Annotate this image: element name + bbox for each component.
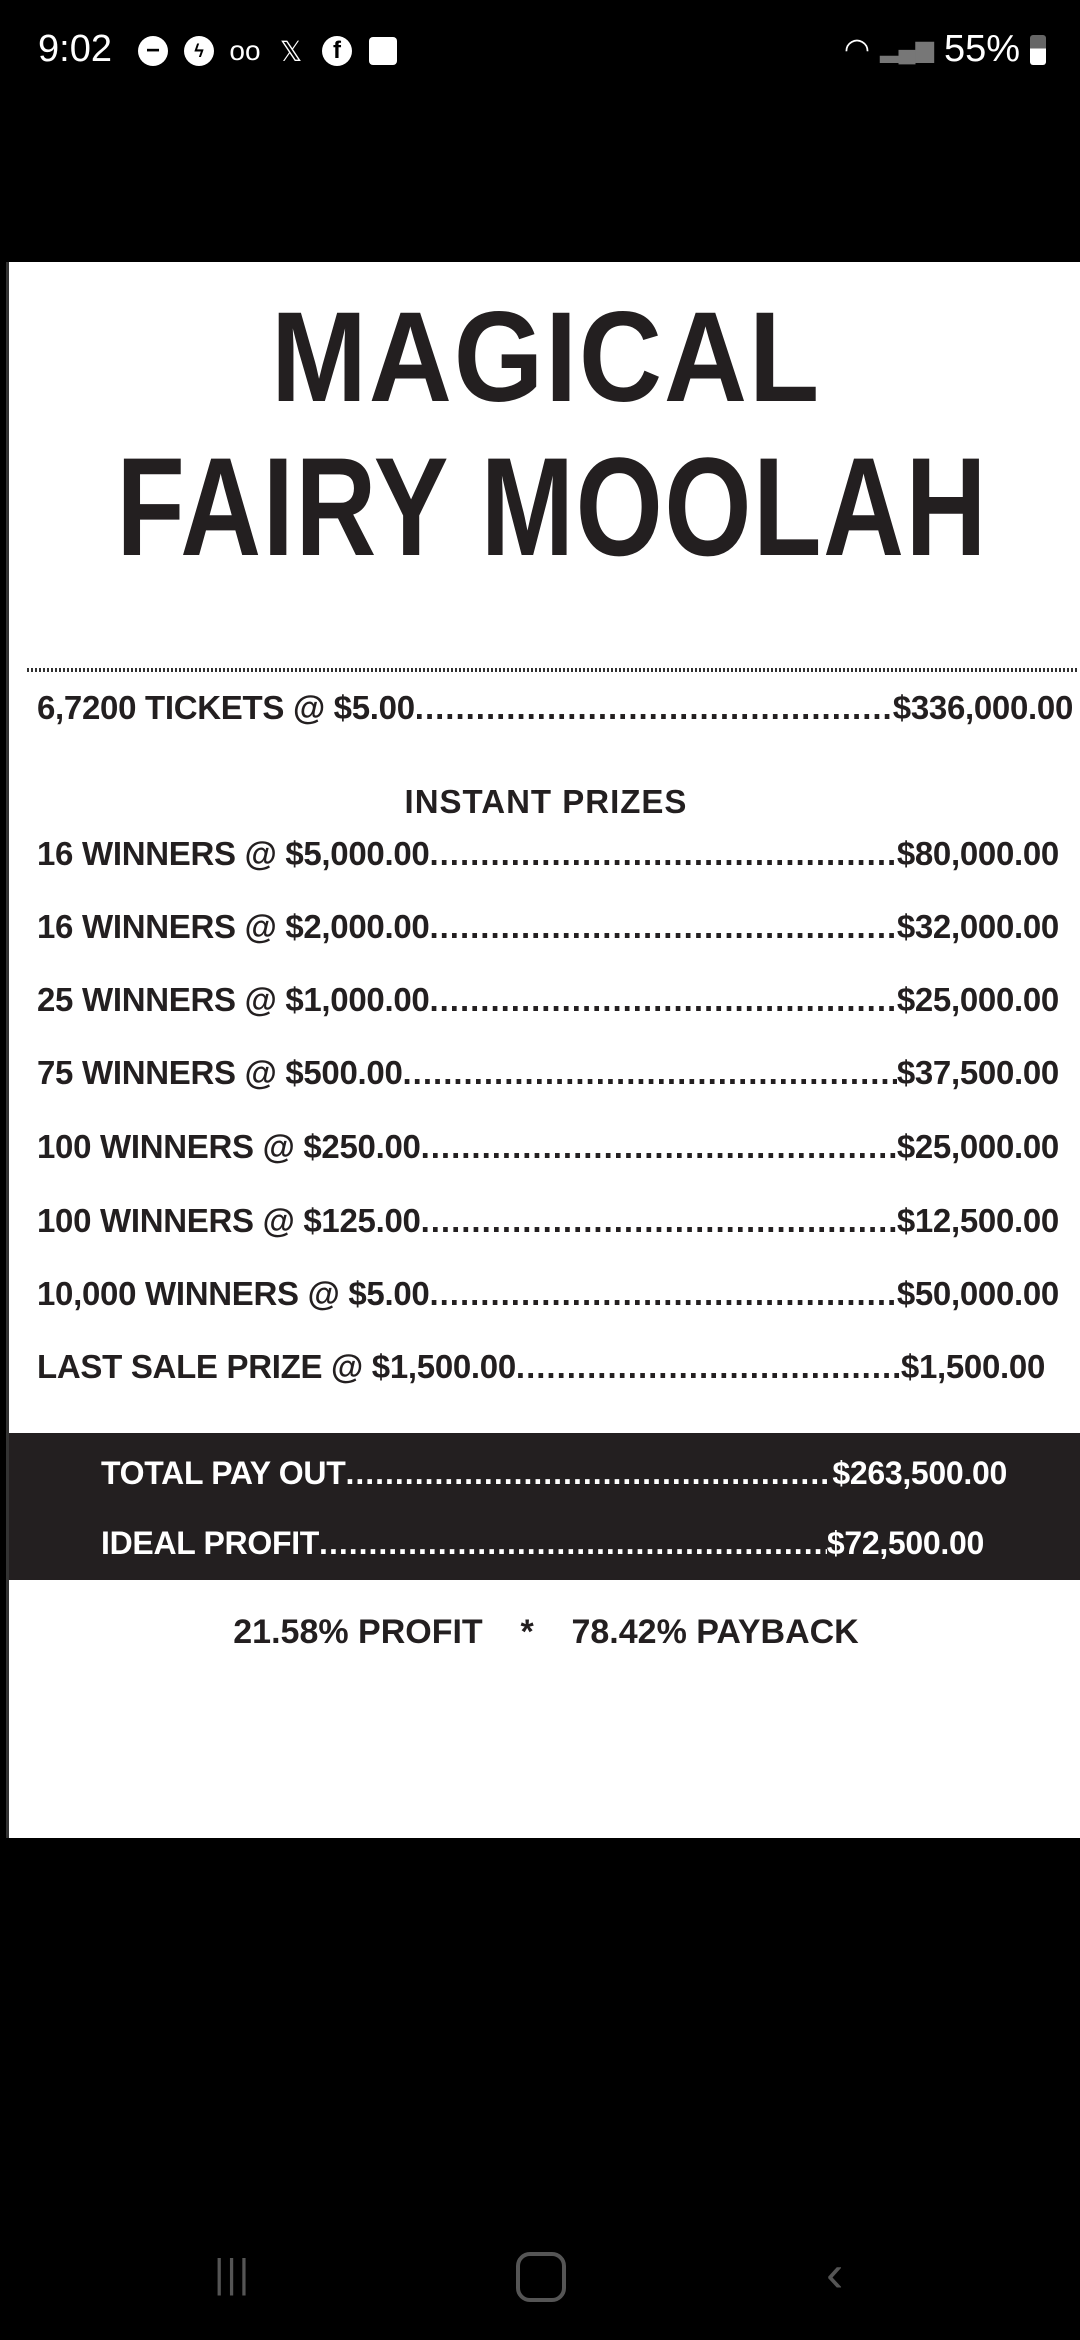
prize-row: 25 WINNERS @ $1,000.00 $25,000.00 (37, 980, 1059, 1020)
wifi-icon: ◠ (843, 33, 871, 66)
navigation-bar: ||| ‹ (0, 2240, 1080, 2310)
instant-prizes-heading: INSTANT PRIZES (404, 783, 688, 820)
prize-label: 100 WINNERS @ $250.00 (37, 1128, 421, 1165)
prize-value: $80,000.00 (896, 835, 1059, 872)
back-button[interactable]: ‹ (826, 2245, 844, 2303)
prize-value: $32,000.00 (896, 908, 1059, 945)
prize-row: 16 WINNERS @ $5,000.00 $80,000.00 (37, 834, 1059, 874)
total-payout-row: TOTAL PAY OUT $263,500.00 (101, 1453, 1007, 1493)
prize-value: $25,000.00 (896, 981, 1059, 1018)
prize-value: $50,000.00 (896, 1275, 1059, 1312)
profit-payback-line: 21.58% PROFIT * 78.42% PAYBACK (233, 1613, 859, 1651)
do-not-disturb-icon: − (136, 34, 170, 68)
messenger-icon: ϟ (182, 34, 216, 68)
poster-title-line1: MAGICAL (270, 286, 822, 429)
prize-row: 10,000 WINNERS @ $5.00 $50,000.00 (37, 1274, 1059, 1314)
prize-value: $37,500.00 (896, 1054, 1059, 1091)
prize-label: 10,000 WINNERS @ $5.00 (37, 1275, 430, 1312)
ideal-profit-label: IDEAL PROFIT (101, 1525, 320, 1561)
x-icon: 𝕏 (279, 35, 303, 67)
total-payout-label: TOTAL PAY OUT (101, 1455, 346, 1491)
voicemail-icon: oo (229, 35, 261, 66)
battery-percent: 55% (943, 28, 1020, 70)
prize-value: $25,000.00 (896, 1128, 1059, 1165)
ideal-profit-row: IDEAL PROFIT $72,500.00 (101, 1523, 984, 1563)
tickets-value: $336,000.00 (892, 689, 1074, 726)
dotted-divider (27, 668, 1079, 672)
prize-label: 25 WINNERS @ $1,000.00 (37, 981, 430, 1018)
battery-icon (1030, 34, 1046, 65)
total-payout-value: $263,500.00 (832, 1455, 1007, 1491)
tickets-label: 6,7200 TICKETS @ $5.00 (37, 689, 415, 726)
prize-row: 100 WINNERS @ $250.00 $25,000.00 (37, 1127, 1059, 1167)
prize-row: 100 WINNERS @ $125.00 $12,500.00 (37, 1201, 1059, 1241)
prize-value: $1,500.00 (900, 1348, 1045, 1385)
home-button[interactable] (516, 2252, 566, 2302)
clock: 9:02 (38, 28, 112, 70)
status-bar: 9:02 − ϟ oo 𝕏 f ◠ ▂▄▆ 55% (0, 0, 1080, 110)
prize-label: 100 WINNERS @ $125.00 (37, 1202, 421, 1239)
ideal-profit-value: $72,500.00 (826, 1525, 984, 1561)
prize-label: LAST SALE PRIZE @ $1,500.00 (37, 1348, 516, 1385)
recent-apps-button[interactable]: ||| (214, 2252, 252, 2296)
signal-icon: ▂▄▆ (880, 36, 934, 63)
totals-band: TOTAL PAY OUT $263,500.00 IDEAL PROFIT $72… (9, 1433, 1080, 1580)
facebook-icon: f (320, 34, 354, 68)
gallery-icon (366, 34, 400, 68)
prize-row: LAST SALE PRIZE @ $1,500.00 $1,500.00 (37, 1347, 1045, 1387)
tickets-row: 6,7200 TICKETS @ $5.00 $336,000.00 (37, 688, 1073, 728)
prize-value: $12,500.00 (896, 1202, 1059, 1239)
poster-image: MAGICAL FAIRY MOOLAH 6,7200 TICKETS @ $5… (6, 262, 1080, 1838)
prize-label: 16 WINNERS @ $2,000.00 (37, 908, 430, 945)
prize-label: 16 WINNERS @ $5,000.00 (37, 835, 430, 872)
prize-row: 75 WINNERS @ $500.00 $37,500.00 (37, 1053, 1059, 1093)
prize-row: 16 WINNERS @ $2,000.00 $32,000.00 (37, 907, 1059, 947)
prize-label: 75 WINNERS @ $500.00 (37, 1054, 403, 1091)
poster-title-line2: FAIRY MOOLAH (116, 428, 989, 585)
